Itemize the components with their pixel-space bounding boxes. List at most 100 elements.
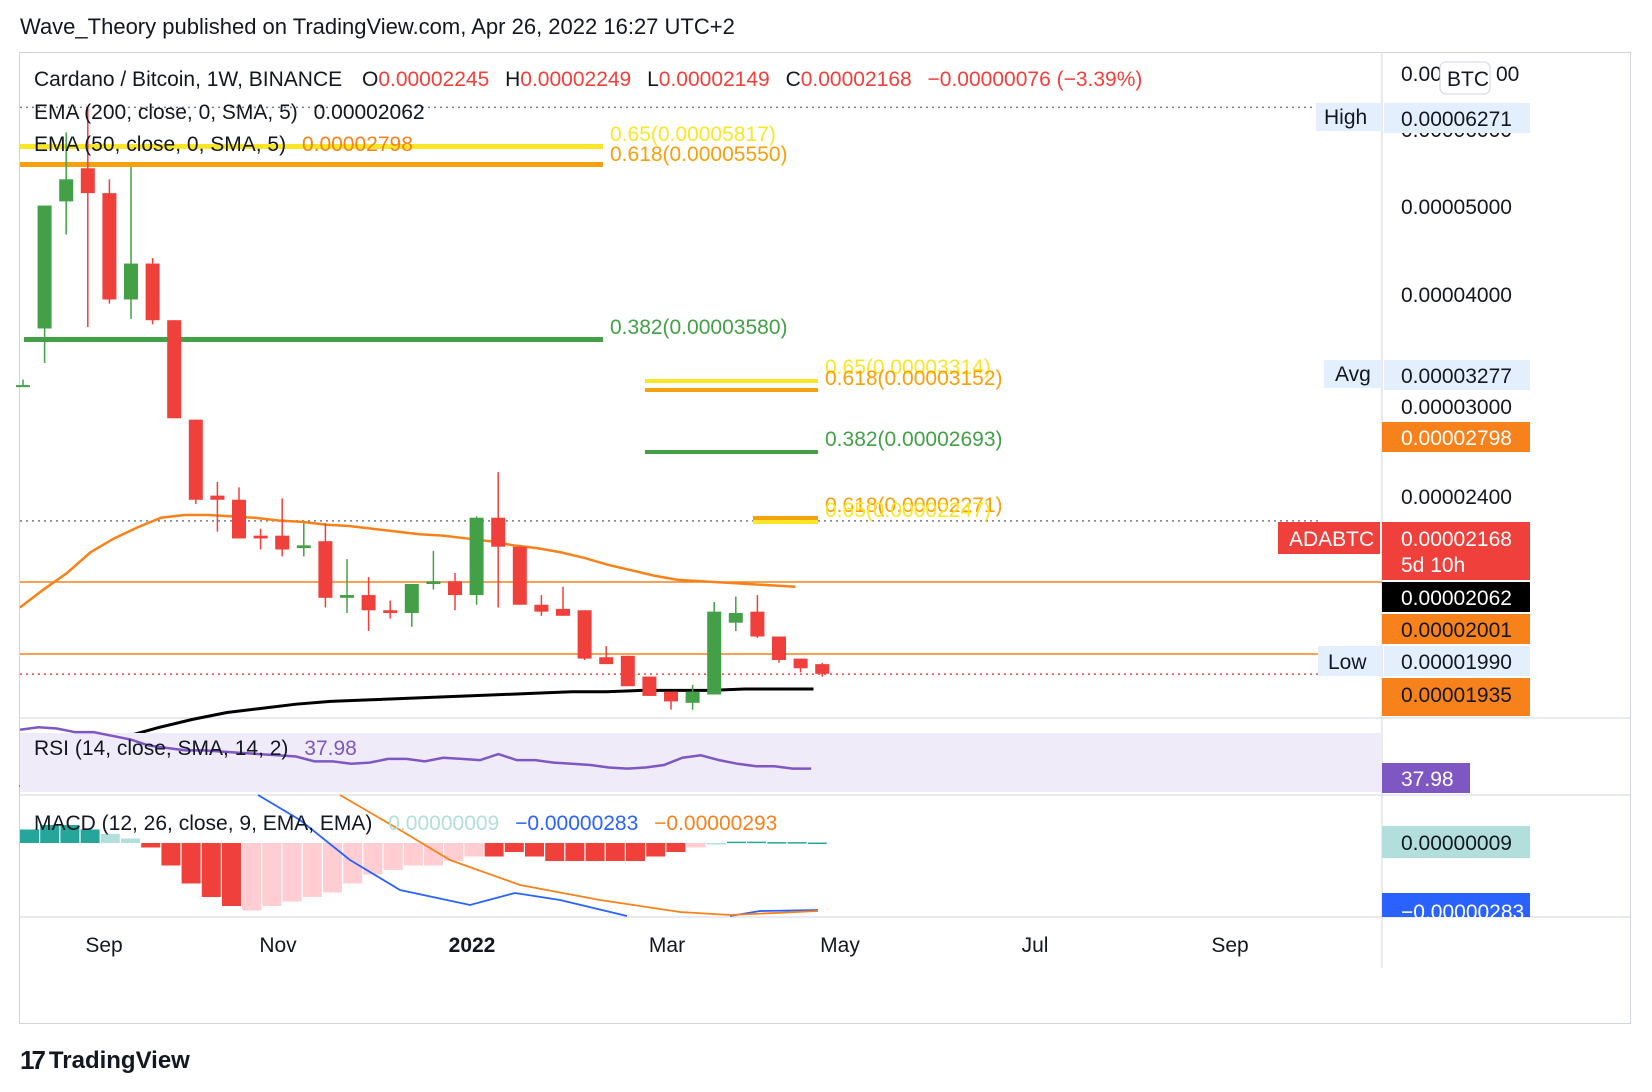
- ema50-label: EMA (50, close, 0, SMA, 5): [34, 133, 287, 156]
- macd-histogram-bar: [121, 838, 140, 843]
- last-price-tag-text: 0.00002168: [1401, 528, 1512, 551]
- fib-065-band: [20, 144, 603, 149]
- macd-histogram-bar: [282, 843, 302, 902]
- macd-histogram-bar: [20, 829, 39, 843]
- fib-065-band: [645, 379, 818, 383]
- fib-0382-band: [24, 337, 603, 342]
- candle-body: [491, 517, 506, 547]
- time-axis-label: Jul: [1022, 934, 1049, 957]
- rsi-legend[interactable]: RSI (14, close, SMA, 14, 2) 37.98: [34, 737, 357, 761]
- open-label: O: [361, 68, 379, 91]
- macd-histogram-bar: [545, 843, 565, 861]
- ema200-legend[interactable]: EMA (200, close, 0, SMA, 5) 0.00002062: [34, 101, 425, 125]
- macd-histogram-bar: [504, 843, 524, 852]
- ema200-tag-text: 0.00002062: [1401, 587, 1512, 610]
- time-axis-label: Nov: [259, 934, 297, 957]
- time-axis-label: 2022: [449, 934, 496, 957]
- macd-histogram-bar: [787, 842, 807, 844]
- candle-body: [426, 581, 441, 585]
- low-label: Low: [1328, 651, 1367, 674]
- candle-body: [707, 611, 722, 695]
- macd-histogram-bar: [302, 843, 322, 897]
- avg-value: 0.00003277: [1401, 365, 1512, 388]
- fib-0618-band: [20, 162, 603, 167]
- candle-body: [124, 263, 138, 300]
- candle-body: [361, 595, 376, 611]
- time-axis-label: May: [820, 934, 860, 957]
- candle-body: [750, 611, 765, 637]
- fib-0382-band: [645, 450, 818, 454]
- candle-body: [772, 636, 786, 660]
- candle-body: [340, 595, 354, 598]
- macd-histogram-bar: [686, 843, 706, 848]
- symbol-title[interactable]: Cardano / Bitcoin, 1W, BINANCE: [34, 68, 343, 91]
- macd-histogram-bar: [484, 843, 504, 857]
- symbol-tag: [1278, 522, 1380, 554]
- tradingview-logo[interactable]: 17 TradingView: [20, 1045, 190, 1076]
- macd-histogram-bar: [605, 843, 625, 861]
- macd-histogram-bar: [807, 842, 827, 845]
- orange-tag: [1382, 614, 1530, 644]
- macd-signal-value: −0.00000293: [654, 812, 778, 835]
- candle-body: [793, 658, 808, 669]
- candle-body: [556, 608, 570, 616]
- rsi-value: 37.98: [304, 737, 357, 760]
- candle-body: [59, 179, 74, 202]
- candle-body: [469, 517, 484, 596]
- currency-box: [1439, 61, 1491, 95]
- candle-body: [188, 419, 203, 500]
- high-label-box: [1316, 103, 1382, 131]
- macd-histogram-bar: [201, 843, 221, 897]
- candle-body: [577, 610, 592, 659]
- candle-body: [599, 657, 614, 665]
- ema50-tag-text: 0.00002798: [1401, 427, 1512, 450]
- macd-hist-tag: [1382, 826, 1530, 858]
- macd-histogram-bar: [565, 843, 585, 861]
- time-axis-label: Sep: [85, 934, 122, 957]
- ema200-line: [19, 687, 814, 789]
- candle-body: [512, 546, 527, 605]
- fib-label: 0.618(0.00003152): [825, 367, 1003, 390]
- price-tick-label: 00: [1496, 63, 1519, 86]
- candle-body: [37, 205, 52, 329]
- price-tick-label: 0.00002400: [1401, 486, 1512, 509]
- candle-body: [620, 655, 635, 687]
- macd-hist-value: 0.00000009: [388, 812, 500, 835]
- avg-value-box: [1384, 360, 1530, 390]
- rsi-tag-text: 37.98: [1401, 768, 1454, 791]
- candle-body: [383, 610, 398, 614]
- macd-histogram-bar: [141, 843, 161, 848]
- ema200-label: EMA (200, close, 0, SMA, 5): [34, 101, 298, 124]
- low-value: 0.00001990: [1401, 651, 1512, 674]
- fib-label: 0.65(0.00005817): [610, 123, 776, 146]
- candle-body: [16, 385, 30, 388]
- candle-body: [318, 541, 333, 598]
- low-value: 0.00002149: [658, 68, 770, 91]
- macd-legend[interactable]: MACD (12, 26, close, 9, EMA, EMA) 0.0000…: [34, 812, 777, 836]
- ema50-legend[interactable]: EMA (50, close, 0, SMA, 5) 0.00002798: [34, 133, 413, 157]
- candle-body: [296, 545, 311, 549]
- macd-histogram-bar: [323, 843, 342, 893]
- high-value: 0.00006271: [1401, 108, 1512, 131]
- open-value: 0.00002245: [378, 68, 490, 91]
- fib-label: 0.382(0.00003580): [610, 316, 788, 339]
- change-value: −0.00000076 (−3.39%): [927, 68, 1143, 91]
- macd-histogram-bar: [626, 843, 645, 861]
- macd-tag: [1382, 893, 1530, 917]
- candle-body: [253, 535, 268, 539]
- macd-signal-line: [339, 794, 819, 916]
- rsi-tag: [1382, 763, 1470, 793]
- tradingview-mark-icon: 17: [20, 1045, 46, 1075]
- macd-histogram-bar: [262, 843, 282, 906]
- publisher-line: Wave_Theory published on TradingView.com…: [20, 14, 735, 39]
- fib-label: 0.65(0.00003314): [825, 356, 991, 379]
- macd-line-value: −0.00000283: [515, 812, 639, 835]
- high-value: 0.00002249: [520, 68, 632, 91]
- symbol-legend: Cardano / Bitcoin, 1W, BINANCE O0.000022…: [34, 68, 1142, 92]
- macd-histogram-bar: [161, 843, 181, 866]
- macd-histogram-bar: [727, 841, 746, 844]
- high-label: H: [505, 68, 521, 91]
- candle-body: [232, 499, 246, 539]
- macd-histogram-bar: [60, 825, 80, 843]
